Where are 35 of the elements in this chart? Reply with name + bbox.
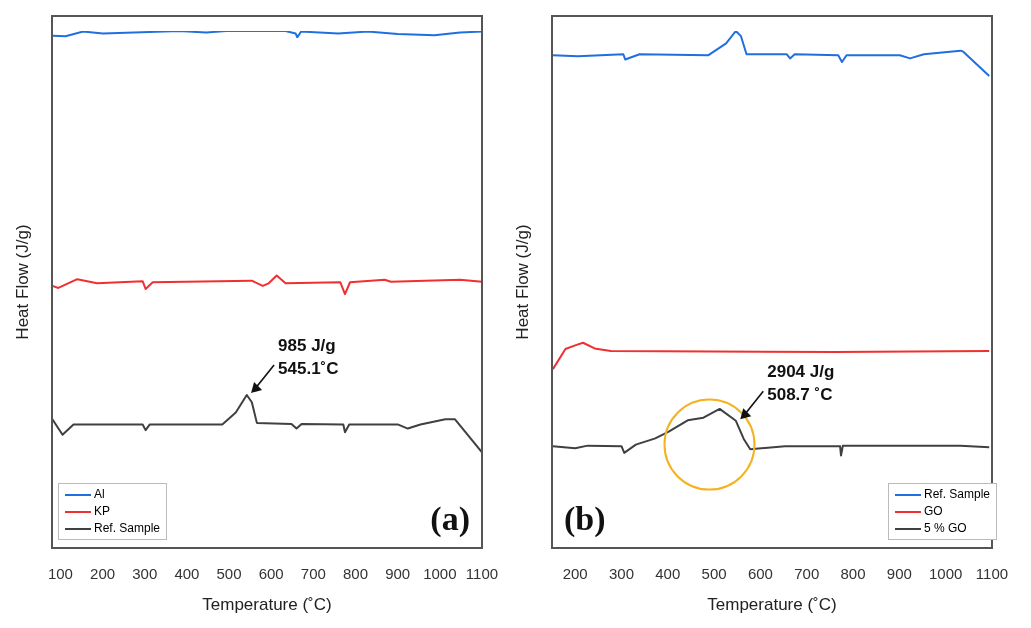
- y-axis-title: Heat Flow (J/g): [13, 224, 33, 340]
- legend-label: KP: [94, 503, 111, 520]
- y-axis-title: Heat Flow (J/g): [513, 224, 533, 340]
- x-tick-label: 500: [216, 564, 242, 582]
- x-tick-label: 800: [343, 564, 369, 582]
- x-tick-label: 200: [562, 564, 588, 582]
- x-tick-label: 700: [794, 564, 820, 582]
- legend-label: Ref. Sample: [94, 520, 161, 537]
- x-tick-label: 200: [90, 564, 116, 582]
- annotation: (a): [430, 500, 470, 538]
- x-tick-label: 600: [258, 564, 284, 582]
- x-axis-title: Temperature (˚C): [202, 595, 332, 614]
- x-tick-label: 900: [886, 564, 912, 582]
- x-tick-label: 400: [655, 564, 681, 582]
- legend-label: Ref. Sample: [924, 486, 991, 503]
- x-tick-label: 600: [747, 564, 773, 582]
- x-tick-label: 1000: [423, 564, 457, 582]
- annotation: 985 J/g 545.1˚C: [278, 335, 339, 378]
- x-tick-label: 500: [701, 564, 727, 582]
- x-tick-label: 300: [608, 564, 634, 582]
- x-tick-label: 400: [174, 564, 200, 582]
- annotation: (b): [564, 500, 606, 538]
- x-tick-label: 1100: [975, 564, 1009, 582]
- x-axis-title: Temperature (˚C): [707, 595, 837, 614]
- x-tick-label: 900: [385, 564, 411, 582]
- x-tick-label: 1000: [929, 564, 963, 582]
- x-tick-label: 100: [47, 564, 73, 582]
- legend-label: GO: [924, 503, 943, 520]
- legend-label: Al: [94, 486, 105, 503]
- x-tick-label: 700: [300, 564, 326, 582]
- annotation: 2904 J/g 508.7 ˚C: [767, 362, 835, 405]
- x-tick-label: 300: [132, 564, 158, 582]
- x-tick-label: 1100: [465, 564, 499, 582]
- legend-label: 5 % GO: [924, 520, 967, 537]
- x-tick-label: 800: [840, 564, 866, 582]
